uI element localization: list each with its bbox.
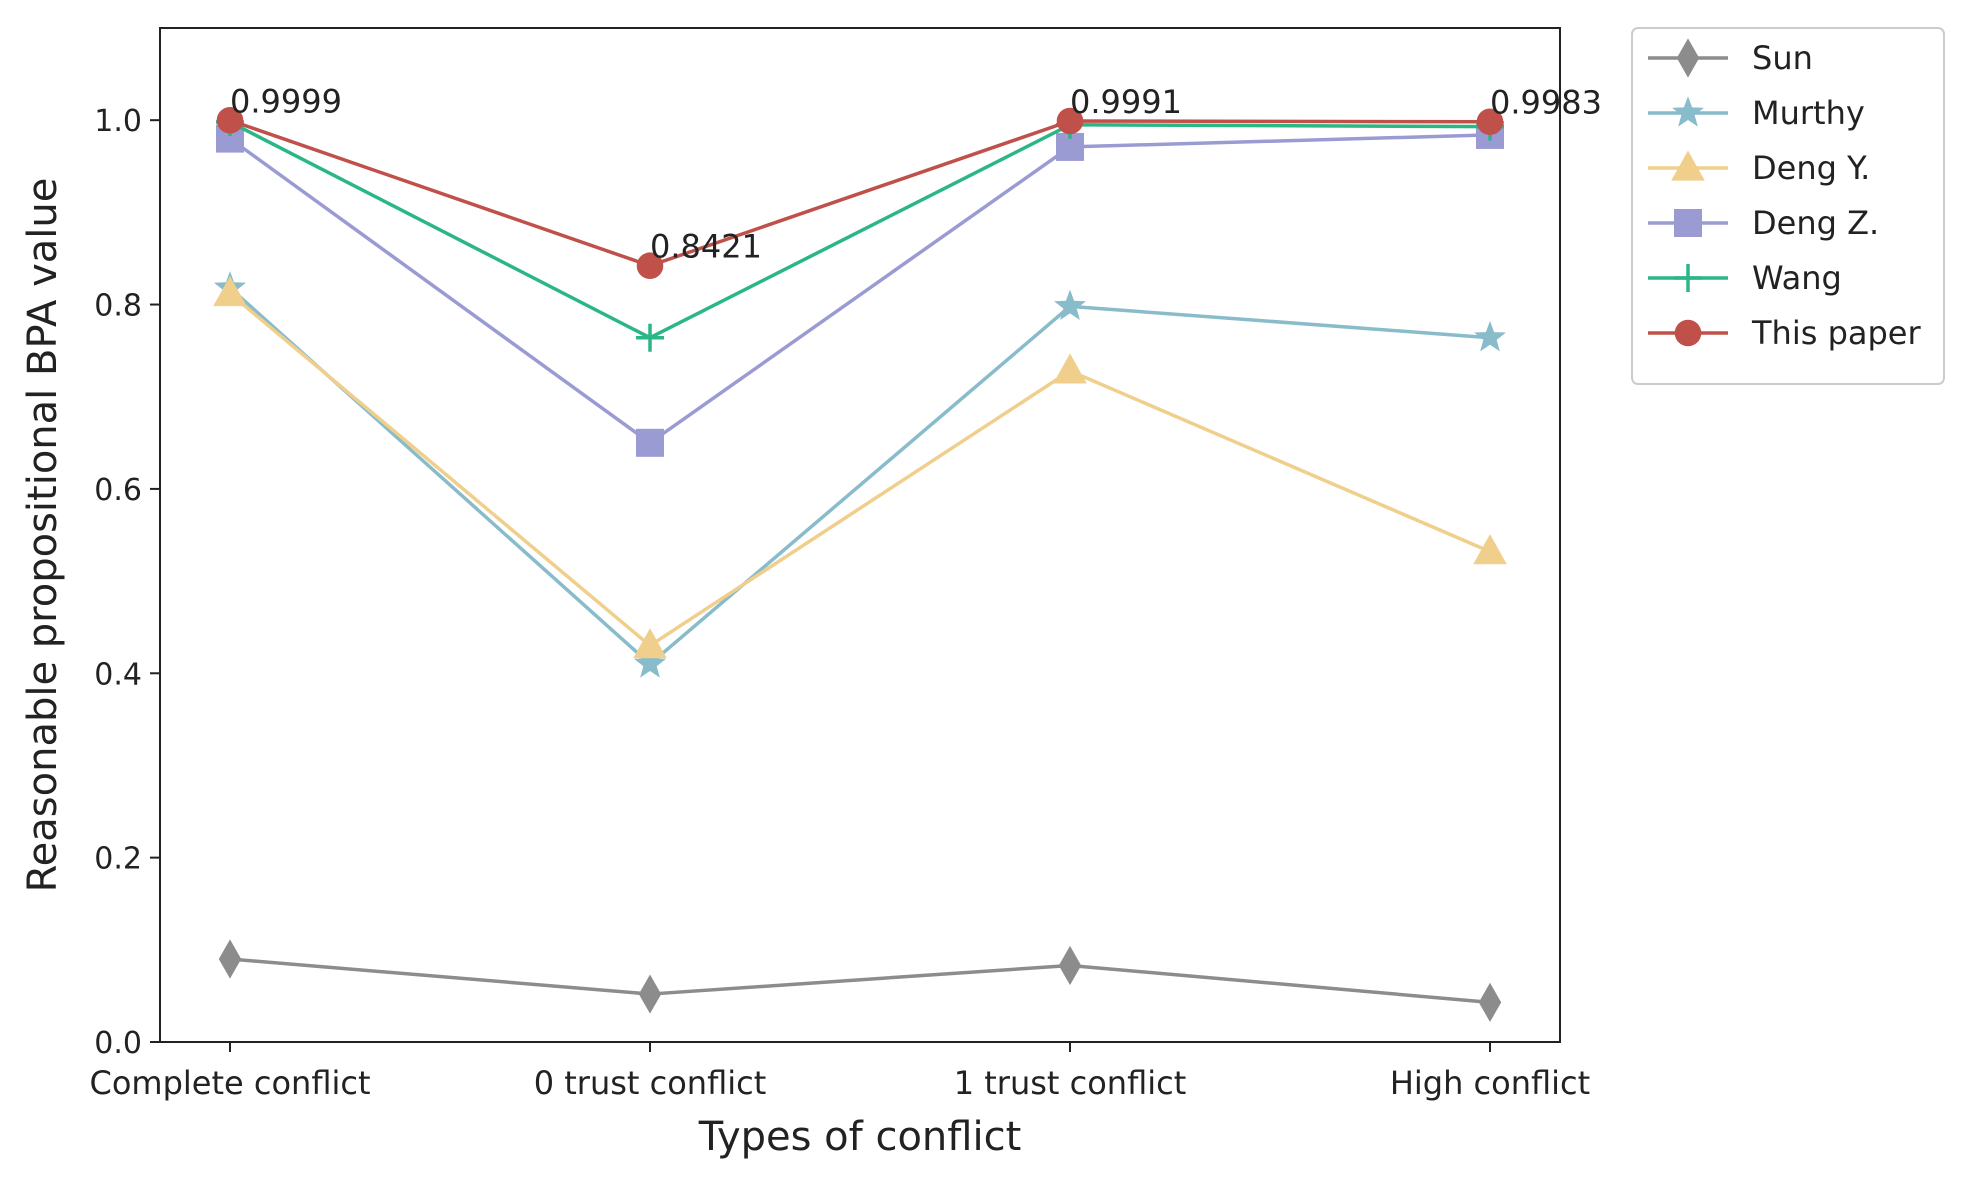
x-axis: Complete conflict 0 trust conflict 1 trust… [89,1042,1590,1102]
x-tick-label: High conflict [1390,1064,1590,1102]
x-tick-label: Complete conflict [89,1064,370,1102]
series-line-sun [229,957,1491,1005]
data-point-deng-y [1053,353,1087,384]
data-point-deng-y [1473,534,1507,565]
y-tick-label: 0.4 [94,657,142,692]
annotation-layer: 0.9999 0.8421 0.9991 0.9983 [230,82,1602,265]
legend-label: Deng Z. [1752,204,1879,242]
legend-label: Murthy [1752,94,1865,132]
legend: Sun Murthy Deng Y. Deng Z. Wang This paper [1631,27,1945,385]
legend-marker-deng-y [1671,150,1705,181]
data-point-wang [636,323,664,352]
series-line-wang [229,120,1491,340]
data-point-sun [638,974,662,1014]
series-this-paper [216,106,1504,280]
y-tick-label: 0.2 [94,842,142,877]
x-tick-label: 0 trust conflict [534,1064,767,1102]
data-point-this-paper [1056,107,1084,135]
series-sun [218,939,1502,1022]
y-axis: 0.0 0.2 0.4 0.6 0.8 1.0 [94,104,160,1061]
legend-frame [1631,27,1945,385]
plot-area [159,27,1561,1043]
y-tick-label: 0.0 [94,1026,142,1061]
series-line-deng-y [228,292,1491,648]
legend-marker-this-paper [1674,319,1702,347]
legend-label: Deng Y. [1752,149,1870,187]
legend-marker-deng-z [1674,209,1702,237]
series-line-deng-z [228,133,1491,445]
series-line-this-paper [229,118,1491,268]
data-point-deng-z [636,428,664,457]
x-tick-label: 1 trust conflict [954,1064,1187,1102]
legend-label: This paper [1751,314,1921,352]
data-point-sun [1058,945,1082,986]
series-line-murthy [228,286,1491,666]
legend-item-this-paper: This paper [1648,314,1921,352]
legend-item-deng-y: Deng Y. [1648,149,1870,187]
series-deng-y [213,275,1507,659]
data-label: 0.8421 [650,228,762,266]
data-point-murthy [1474,320,1506,352]
data-point-this-paper [1476,108,1504,136]
legend-item-sun: Sun [1648,38,1813,78]
data-point-murthy [1054,289,1086,320]
y-tick-label: 0.8 [94,289,142,324]
legend-marker-wang [1674,264,1702,292]
data-point-sun [1478,982,1502,1022]
data-point-deng-y [633,628,667,659]
y-tick-label: 0.6 [94,473,142,508]
legend-label: Sun [1752,39,1813,77]
legend-label: Wang [1752,259,1842,297]
data-label: 0.9983 [1490,84,1602,122]
x-axis-label: Types of conflict [698,1114,1022,1160]
legend-item-wang: Wang [1648,259,1842,297]
data-point-murthy [634,647,666,678]
legend-item-murthy: Murthy [1648,94,1865,132]
legend-marker-murthy [1672,96,1704,127]
data-point-this-paper [636,252,664,280]
data-point-deng-y [213,275,247,307]
data-point-sun [218,939,242,979]
data-point-this-paper [216,106,244,134]
legend-marker-sun [1676,38,1700,78]
series-layer [213,106,1507,1022]
legend-item-deng-z: Deng Z. [1648,204,1879,242]
data-label: 0.9999 [230,82,342,120]
y-axis-label: Reasonable propositional BPA value [20,178,66,893]
data-label: 0.9991 [1070,83,1182,121]
y-tick-label: 1.0 [94,104,142,139]
